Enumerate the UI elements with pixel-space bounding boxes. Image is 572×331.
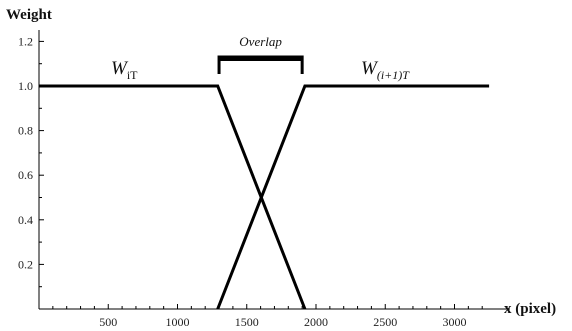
- y-ticks: 0.2 0.4 0.6 0.8 1.0 1.2: [18, 34, 44, 288]
- y-tick-label: 1.0: [18, 79, 33, 93]
- overlap-annotation: Overlap: [217, 34, 304, 74]
- y-tick-label: 0.4: [18, 213, 33, 227]
- y-tick-label: 0.6: [18, 168, 33, 182]
- x-tick-label: 1000: [166, 315, 190, 329]
- y-axis-title: Weight: [6, 7, 52, 23]
- y-tick-label: 0.2: [18, 257, 33, 271]
- x-tick-label: 2000: [304, 315, 328, 329]
- series-label-1: WiT: [111, 58, 138, 82]
- series-line-1: [39, 84, 307, 310]
- x-tick-label: 1500: [235, 315, 259, 329]
- x-tick-label: 3000: [443, 315, 467, 329]
- overlap-bracket-bar: [219, 56, 303, 61]
- x-tick-label: 500: [99, 315, 117, 329]
- series-label-2: W(i+1)T: [361, 58, 410, 82]
- y-tick-label: 1.2: [18, 34, 33, 48]
- series-labels: WiT W(i+1)T: [111, 58, 410, 82]
- series-line-2: [216, 84, 490, 310]
- x-tick-label: 2500: [373, 315, 397, 329]
- y-tick-label: 0.8: [18, 124, 33, 138]
- series-layer: [39, 84, 490, 310]
- x-axis-title: x (pixel): [504, 301, 556, 317]
- x-ticks: 500 1000 1500 2000 2500 3000: [52, 304, 483, 329]
- overlap-label: Overlap: [239, 34, 282, 49]
